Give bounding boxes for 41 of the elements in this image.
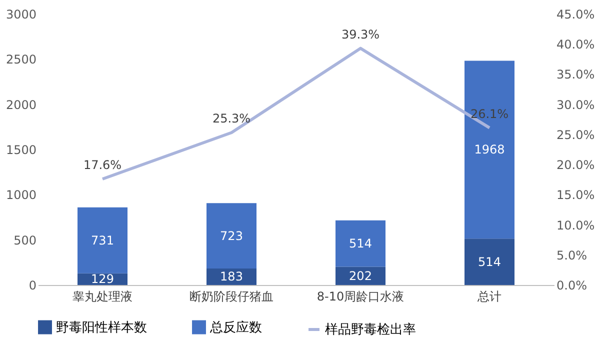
data-label: 514 [349,236,372,251]
bar [464,60,514,239]
y2-tick-label: 10.0% [556,218,595,232]
y2-tick-label: 30.0% [556,98,595,112]
y2-tick-label: 40.0% [556,38,595,52]
data-label: 39.3% [341,27,380,42]
y-tick-label: 1000 [6,188,36,202]
x-tick-label: 8-10周龄口水液 [316,290,404,304]
y-tick-label: 2000 [6,98,36,112]
legend-label: 野毒阳性样本数 [56,320,147,336]
y-tick-label: 500 [14,233,36,248]
y-tick-label: 2500 [6,52,36,67]
y2-tick-label: 45.0% [556,8,595,22]
y2-tick-label: 35.0% [556,68,595,82]
data-label: 514 [478,254,501,269]
data-label: 183 [220,270,243,284]
data-label: 17.6% [83,158,122,172]
bar [336,220,386,267]
y-tick-label: 1500 [6,143,36,157]
data-label: 1968 [474,142,505,157]
data-label: 202 [349,268,372,283]
x-tick-label: 睾丸处理液 [72,290,132,304]
legend-label: 总反应数 [209,319,262,336]
data-label: 731 [91,233,114,248]
y2-tick-label: 15.0% [556,188,595,202]
y-tick-label: 0 [28,278,36,292]
x-tick-label: 总计 [476,290,502,304]
bar [206,203,256,268]
data-label: 25.3% [212,112,251,126]
x-tick-label: 断奶阶段仔猪血 [190,290,274,304]
data-label: 26.1% [470,106,509,121]
legend-label: 样品野毒检出率 [325,322,416,338]
data-label: 129 [91,272,114,286]
y2-tick-label: 20.0% [556,158,595,172]
y2-tick-label: 0.0% [556,278,587,292]
bar [464,238,514,285]
y2-tick-label: 5.0% [556,248,587,262]
y-tick-label: 3000 [6,8,36,22]
y2-tick-label: 25.0% [556,128,595,142]
bar [78,207,128,274]
data-label: 723 [220,228,243,243]
